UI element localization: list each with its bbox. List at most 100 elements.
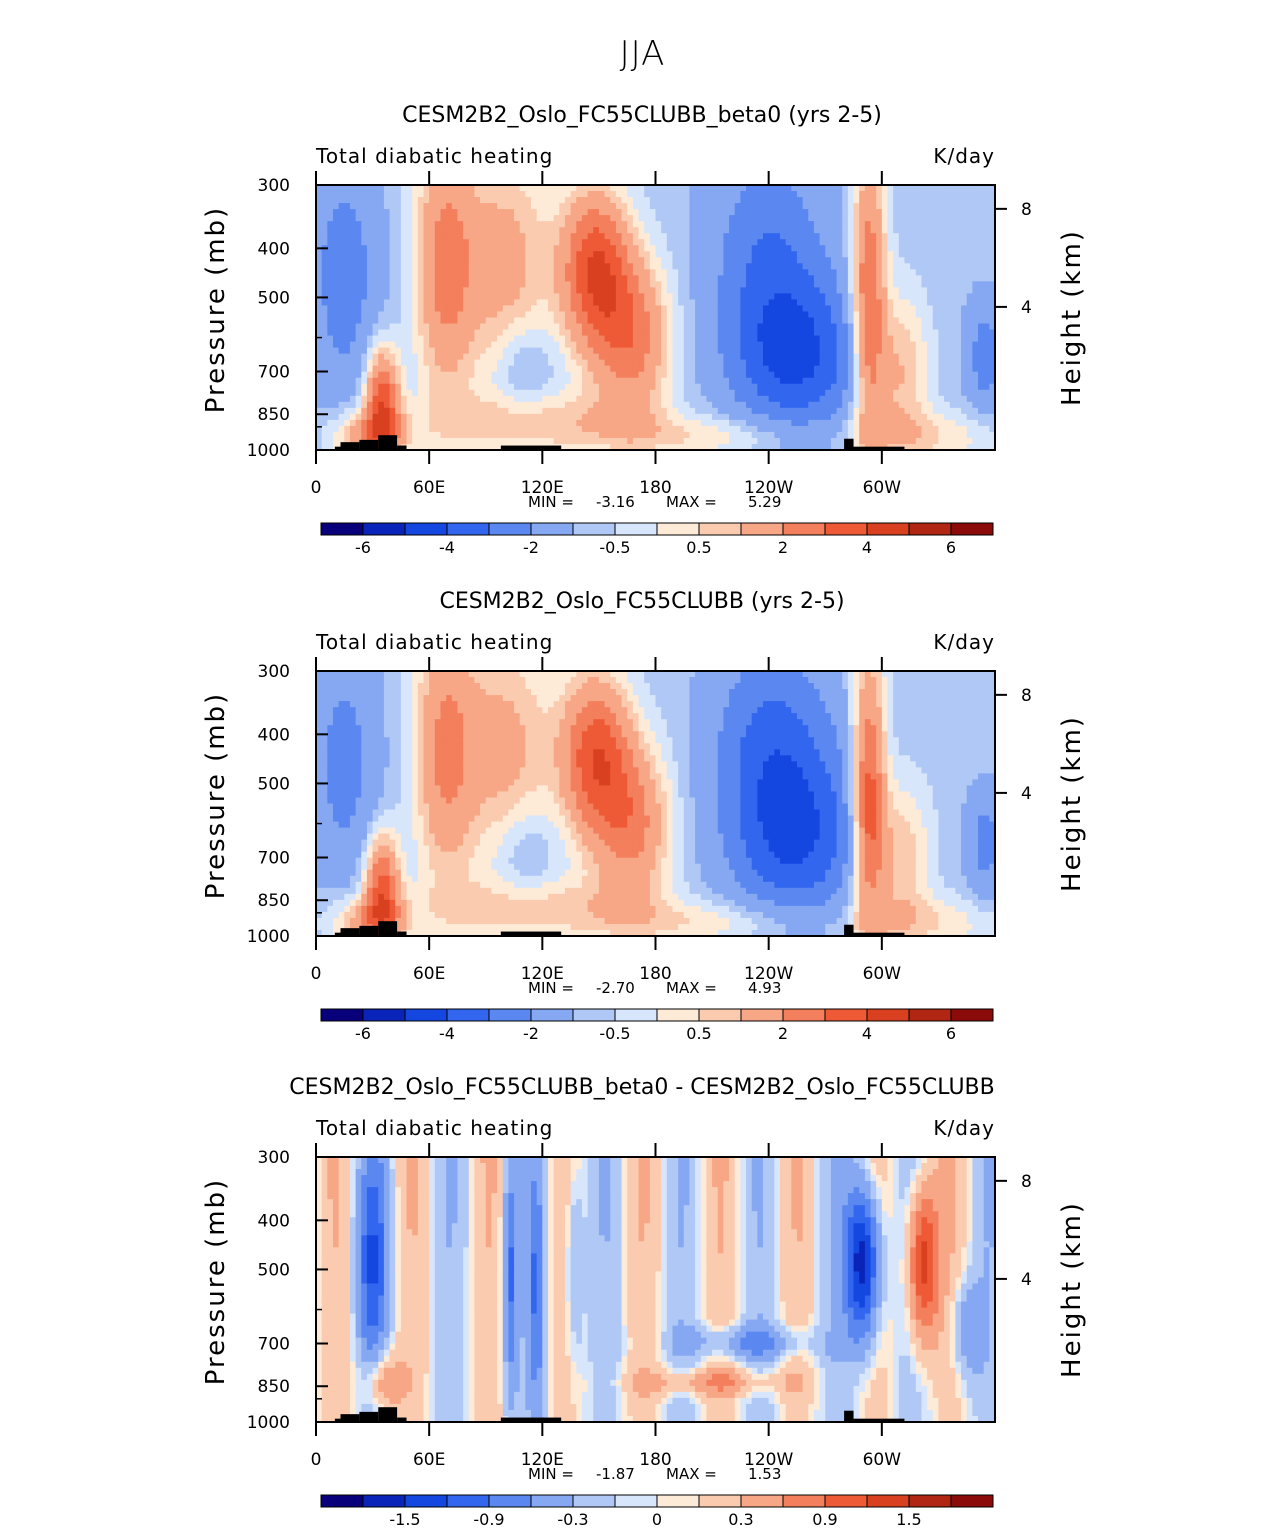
field-cell: [615, 431, 623, 439]
field-cell: [423, 293, 430, 301]
field-cell: [463, 347, 470, 355]
field-cell: [712, 257, 719, 264]
field-cell: [316, 395, 323, 403]
field-cell: [553, 191, 560, 198]
field-cell: [366, 401, 374, 409]
field-cell: [542, 233, 549, 240]
field-cell: [678, 395, 685, 403]
field-cell: [961, 347, 968, 355]
field-cell: [366, 263, 374, 270]
field-cell: [779, 341, 787, 349]
field-cell: [570, 239, 577, 246]
field-cell: [717, 359, 724, 367]
field-cell: [598, 389, 606, 397]
field-cell: [332, 317, 340, 325]
field-cell: [559, 323, 566, 331]
field-cell: [961, 203, 968, 210]
field-cell: [423, 413, 430, 421]
field-cell: [791, 209, 798, 216]
field-cell: [938, 245, 945, 252]
field-cell: [734, 365, 741, 373]
field-cell: [802, 359, 809, 367]
field-cell: [593, 341, 600, 349]
field-cell: [876, 239, 883, 246]
field-cell: [429, 317, 436, 325]
field-cell: [961, 311, 968, 319]
field-cell: [497, 425, 504, 433]
field-cell: [480, 359, 487, 367]
field-cell: [819, 185, 826, 192]
field-cell: [932, 425, 940, 433]
field-cell: [417, 203, 425, 210]
field-cell: [825, 383, 832, 391]
field-cell: [825, 341, 832, 349]
field-cell: [717, 233, 724, 240]
field-cell: [468, 203, 476, 210]
field-cell: [712, 377, 719, 385]
field-cell: [321, 215, 328, 222]
field-cell: [955, 197, 962, 204]
field-cell: [604, 233, 611, 240]
field-cell: [949, 401, 956, 409]
field-cell: [474, 347, 481, 355]
field-cell: [921, 221, 928, 228]
field-cell: [717, 413, 724, 421]
field-cell: [734, 401, 741, 409]
field-cell: [802, 215, 809, 222]
field-cell: [389, 311, 396, 319]
field-cell: [412, 275, 419, 282]
field-cell: [983, 275, 990, 282]
field-cell: [576, 221, 583, 228]
field-cell: [547, 299, 555, 307]
field-cell: [746, 257, 753, 264]
field-cell: [468, 257, 476, 264]
field-cell: [870, 347, 877, 355]
field-cell: [480, 425, 487, 433]
field-cell: [378, 407, 385, 415]
field-cell: [519, 353, 526, 361]
field-cell: [581, 263, 589, 270]
field-cell: [508, 419, 515, 427]
field-cell: [706, 257, 713, 264]
field-cell: [836, 281, 843, 288]
field-cell: [842, 389, 849, 397]
field-cell: [779, 395, 787, 403]
field-cell: [825, 281, 832, 288]
field-cell: [887, 239, 894, 246]
field-cell: [910, 329, 917, 337]
field-cell: [559, 257, 566, 264]
field-cell: [400, 209, 408, 216]
field-cell: [553, 389, 560, 397]
field-cell: [785, 275, 792, 282]
field-cell: [949, 407, 956, 415]
field-cell: [361, 323, 368, 331]
field-cell: [366, 395, 374, 403]
field-cell: [751, 323, 758, 331]
field-cell: [570, 233, 577, 240]
field-cell: [932, 239, 940, 246]
field-cell: [638, 227, 645, 234]
field-cell: [678, 191, 685, 198]
field-cell: [836, 197, 843, 204]
field-cell: [712, 413, 719, 421]
field-cell: [564, 341, 572, 349]
field-cell: [525, 317, 532, 325]
field-cell: [321, 341, 328, 349]
field-cell: [332, 263, 340, 270]
field-cell: [378, 311, 385, 319]
field-cell: [344, 341, 351, 349]
field-cell: [389, 377, 396, 385]
field-cell: [966, 185, 973, 192]
field-cell: [485, 293, 493, 301]
field-cell: [938, 221, 945, 228]
field-cell: [768, 425, 775, 433]
field-cell: [440, 347, 447, 355]
field-cell: [904, 347, 911, 355]
field-cell: [683, 257, 691, 264]
field-cell: [955, 281, 962, 288]
field-cell: [417, 371, 425, 379]
field-cell: [853, 293, 860, 301]
field-cell: [966, 371, 973, 379]
field-cell: [615, 359, 623, 367]
field-cell: [349, 389, 357, 397]
